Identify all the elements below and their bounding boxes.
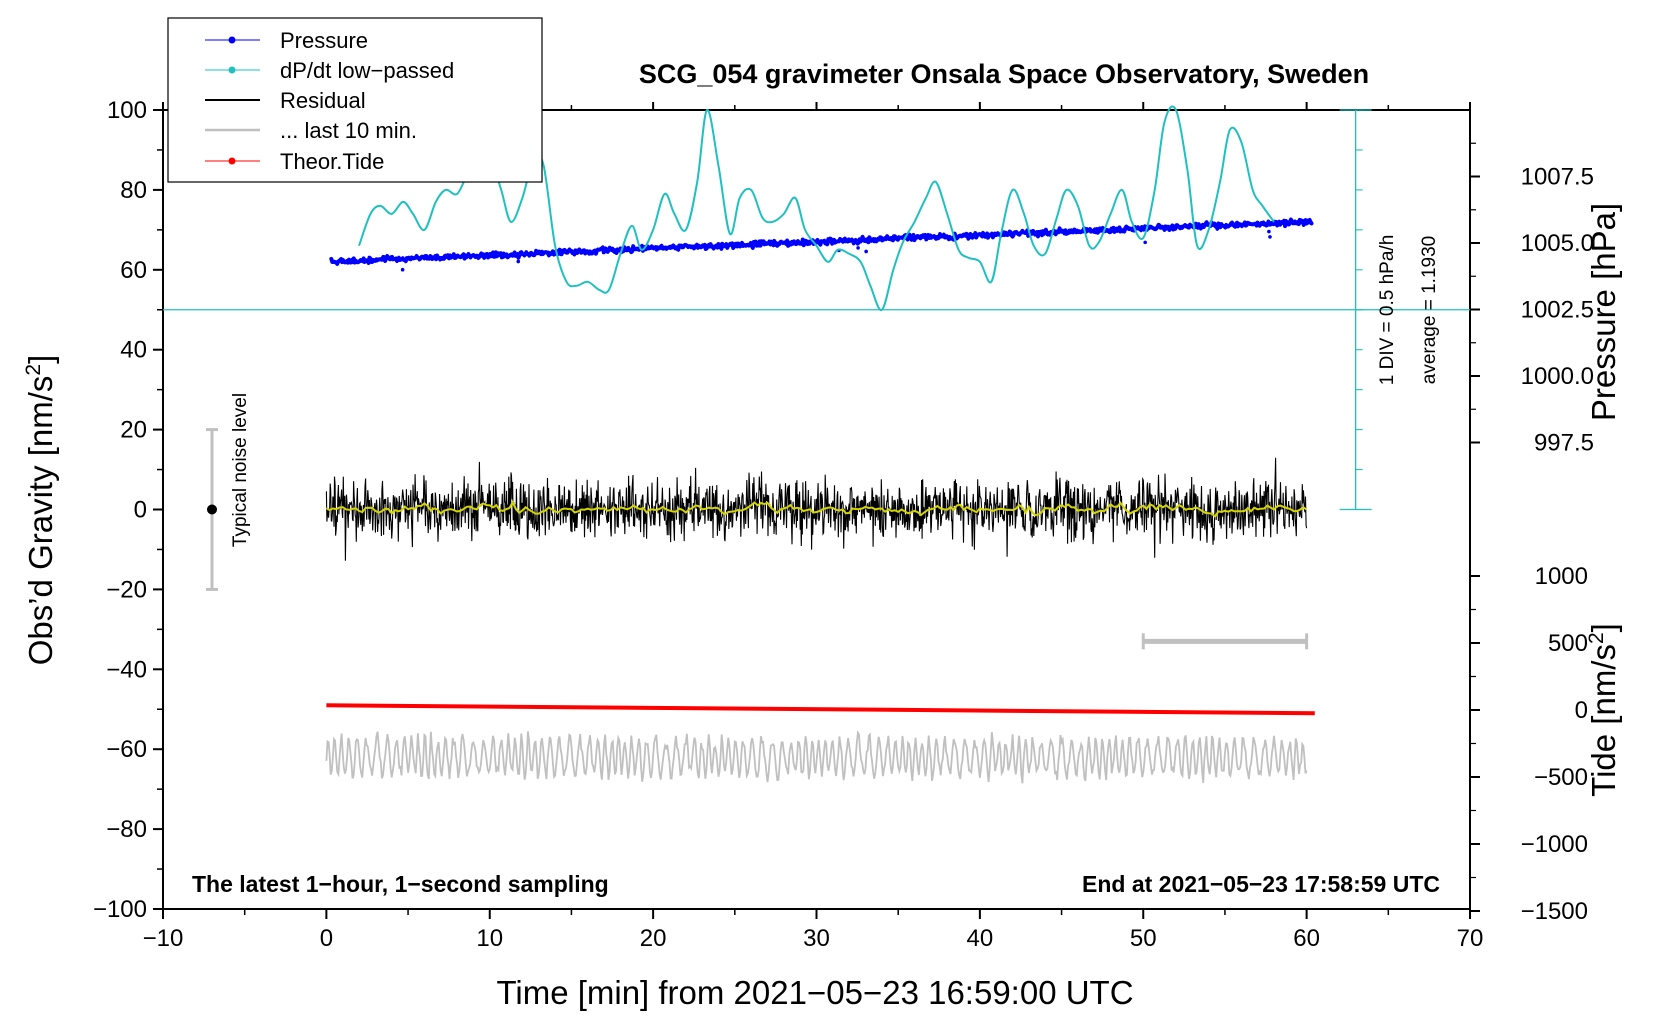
x-tick-label: 10	[476, 925, 503, 952]
y-axis-title-left: Obs’d Gravity [nm/s2]	[22, 355, 59, 666]
pressure-outlier	[400, 267, 405, 272]
tide-tick-label: −500	[1534, 764, 1588, 791]
pressure-tick-label: 1005.0	[1521, 230, 1594, 257]
tide-axis-title-close: ]	[1585, 623, 1622, 632]
annotation-end-time: End at 2021−05−23 17:58:59 UTC	[1082, 871, 1440, 897]
theor-tide-series	[326, 703, 1315, 716]
dpdt-series	[358, 105, 1275, 311]
y-tick-label: 0	[134, 497, 147, 524]
legend-label-dpdt: dP/dt low−passed	[280, 58, 454, 83]
noise-level-label: Typical noise level	[230, 393, 251, 547]
y-tick-label: 20	[120, 417, 147, 444]
dpdt-average-group: average = 1.1930	[1419, 236, 1440, 384]
dpdt-average-label: average = 1.1930	[1419, 236, 1440, 384]
x-tick-label: 0	[320, 925, 333, 952]
legend-label-residual: Residual	[280, 88, 366, 113]
legend-marker-dpdt	[228, 66, 236, 74]
x-tick-label: −10	[143, 925, 184, 952]
y-tick-label: −60	[106, 736, 147, 763]
annotation-latest-hour: The latest 1−hour, 1−second sampling	[192, 871, 609, 897]
y-axis-title-sup: 2	[22, 364, 45, 376]
residual-lower-series	[325, 730, 1308, 784]
y-tick-label: 60	[120, 257, 147, 284]
legend-label-last10: ... last 10 min.	[280, 118, 417, 143]
x-tick-label: 30	[803, 925, 830, 952]
chart-title: SCG_054 gravimeter Onsala Space Observat…	[639, 59, 1369, 89]
pressure-outlier	[516, 259, 521, 264]
legend-label-pressure: Pressure	[280, 28, 368, 53]
y-tick-label: −100	[93, 896, 147, 923]
tide-axis-title-text: Tide [nm/s2]	[1585, 623, 1622, 797]
tide-axis-title-sup: 2	[1585, 632, 1608, 644]
y-axis-title-main: Obs’d Gravity [nm/s	[22, 376, 59, 666]
pressure-tick-label: 1000.0	[1521, 363, 1594, 390]
x-tick-label: 20	[640, 925, 667, 952]
dpdt-scale-group: 1 DIV = 0.5 hPa/h	[1377, 235, 1398, 386]
legend-label-tide: Theor.Tide	[280, 149, 384, 174]
legend-marker-tide	[228, 157, 236, 165]
x-axis-title: Time [min] from 2021−05−23 16:59:00 UTC	[496, 974, 1133, 1011]
y-tick-label: −80	[106, 816, 147, 843]
axes-group: −10 0 10 20 30 40 50 60 70−100−80−60−40−20020406…	[93, 97, 1594, 952]
pressure-outlier	[1268, 235, 1272, 239]
tide-tick-label: −1500	[1521, 898, 1588, 925]
residual-smoothed	[325, 500, 1308, 518]
data-group	[163, 105, 1470, 784]
tide-tick-label: 1000	[1535, 563, 1588, 590]
y-tick-label: 80	[120, 177, 147, 204]
pressure-axis-title-text: Pressure [hPa]	[1585, 203, 1622, 421]
noise-label-group: Typical noise level	[230, 393, 251, 547]
tide-tick-label: −1000	[1521, 831, 1588, 858]
legend-marker-pressure	[228, 36, 236, 44]
y-axis-title-text: Obs’d Gravity [nm/s2]	[22, 355, 59, 666]
x-tick-label: 50	[1130, 925, 1157, 952]
x-tick-label: 40	[967, 925, 994, 952]
pressure-axis-title: Pressure [hPa]	[1585, 203, 1622, 421]
pressure-outlier	[1267, 229, 1271, 234]
dpdt-scale-label: 1 DIV = 0.5 hPa/h	[1377, 235, 1398, 386]
y-tick-label: −40	[106, 656, 147, 683]
pressure-tick-label: 997.5	[1534, 430, 1594, 457]
y-tick-label: 40	[120, 337, 147, 364]
tide-tick-label: 0	[1575, 697, 1588, 724]
x-tick-label: 70	[1457, 925, 1484, 952]
tide-axis-title-main: Tide [nm/s	[1585, 644, 1622, 797]
pressure-tick-label: 1007.5	[1521, 164, 1594, 191]
pressure-outlier	[856, 246, 860, 250]
residual-series	[325, 457, 1308, 561]
pressure-tick-label: 1002.5	[1521, 297, 1594, 324]
noise-bar-center	[207, 504, 218, 515]
pressure-series	[329, 217, 1314, 266]
x-tick-label: 60	[1293, 925, 1320, 952]
tide-tick-label: 500	[1548, 630, 1588, 657]
tide-axis-title: Tide [nm/s2]	[1585, 623, 1622, 797]
pressure-outlier	[864, 249, 868, 254]
legend: Pressure dP/dt low−passed Residual ... l…	[167, 17, 543, 183]
y-axis-title-close: ]	[22, 355, 59, 364]
y-tick-label: −20	[106, 576, 147, 603]
pressure-outlier	[1143, 240, 1147, 245]
y-tick-label: 100	[107, 97, 147, 124]
